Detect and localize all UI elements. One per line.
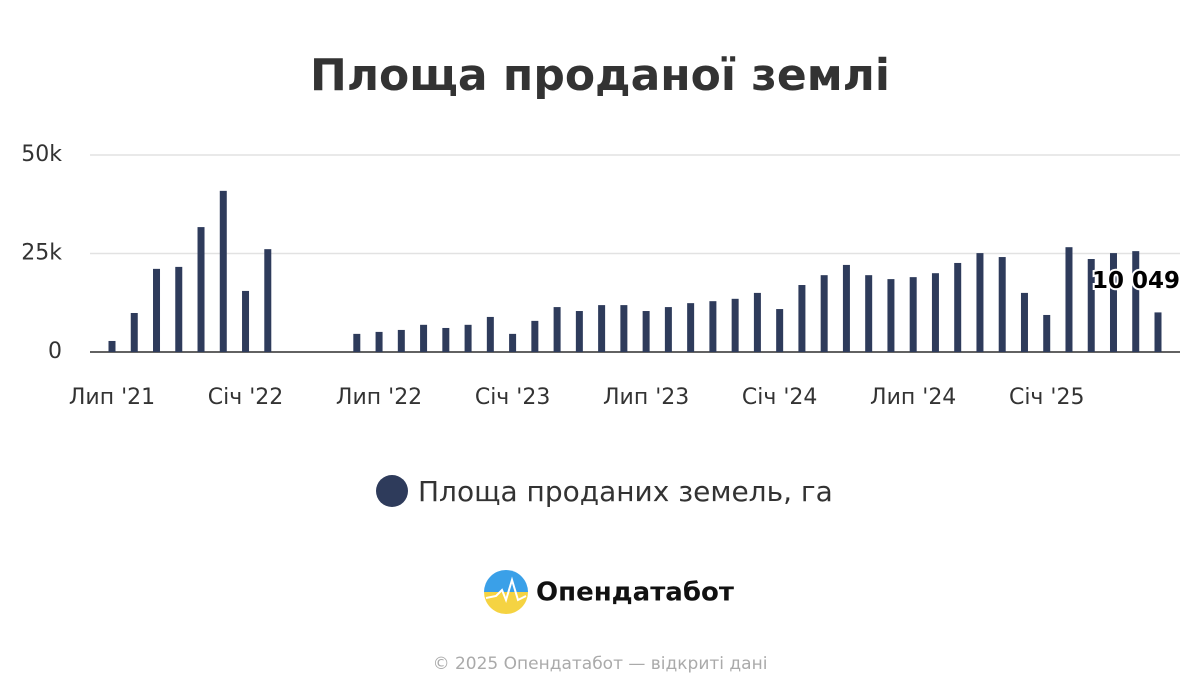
logo-icon <box>484 570 528 614</box>
y-tick-label: 50k <box>21 142 62 167</box>
bar <box>442 327 450 352</box>
bar <box>887 279 895 352</box>
bar <box>865 275 873 352</box>
x-tick-label: Січ '23 <box>475 385 551 410</box>
bar <box>130 312 138 352</box>
bar <box>1043 314 1051 352</box>
bar <box>575 311 583 352</box>
y-tick-label: 0 <box>48 339 62 364</box>
bar <box>731 298 739 352</box>
bar <box>598 305 606 352</box>
bar <box>175 266 183 352</box>
bar <box>509 333 517 352</box>
bar <box>1154 312 1162 352</box>
bar <box>108 340 116 352</box>
chart-title: Площа проданої землі <box>310 50 890 101</box>
bar <box>642 311 650 352</box>
bar <box>353 333 361 352</box>
bar <box>1132 251 1140 352</box>
logo-text: Опендатабот <box>536 578 734 608</box>
bar <box>820 275 828 352</box>
bar <box>397 329 405 352</box>
x-tick-label: Січ '25 <box>1009 385 1085 410</box>
bar <box>1109 253 1117 352</box>
legend-marker <box>376 475 408 507</box>
bar <box>842 264 850 352</box>
bar <box>420 324 428 352</box>
x-tick-label: Лип '21 <box>69 385 155 410</box>
x-tick-label: Січ '22 <box>208 385 284 410</box>
bar <box>909 277 917 352</box>
y-tick-label: 25k <box>21 241 62 266</box>
bar <box>219 190 227 352</box>
bar <box>553 307 561 352</box>
bar <box>753 292 761 352</box>
bar <box>486 316 494 352</box>
bar <box>1065 247 1073 352</box>
bar <box>954 262 962 352</box>
bar <box>776 309 784 352</box>
x-tick-label: Лип '24 <box>870 385 956 410</box>
legend-label: Площа проданих земель, га <box>418 475 833 508</box>
bar <box>931 273 939 352</box>
bar <box>998 257 1006 352</box>
footer: © 2025 Опендатабот — відкриті дані <box>433 654 768 674</box>
bar <box>664 307 672 352</box>
bar <box>798 285 806 352</box>
x-tick-label: Січ '24 <box>742 385 818 410</box>
bar <box>375 331 383 352</box>
bar <box>709 301 717 352</box>
bar <box>1020 292 1028 352</box>
bar <box>976 253 984 352</box>
data-label: 10 049 <box>1092 268 1180 294</box>
x-tick-label: Лип '23 <box>603 385 689 410</box>
bar <box>620 305 628 352</box>
bar <box>531 320 539 352</box>
x-tick-label: Лип '22 <box>336 385 422 410</box>
bar <box>197 227 205 352</box>
bar <box>242 290 250 352</box>
bar <box>1087 259 1095 352</box>
bar <box>464 324 472 352</box>
bar <box>687 303 695 352</box>
bar <box>153 268 161 352</box>
bar <box>264 249 272 352</box>
